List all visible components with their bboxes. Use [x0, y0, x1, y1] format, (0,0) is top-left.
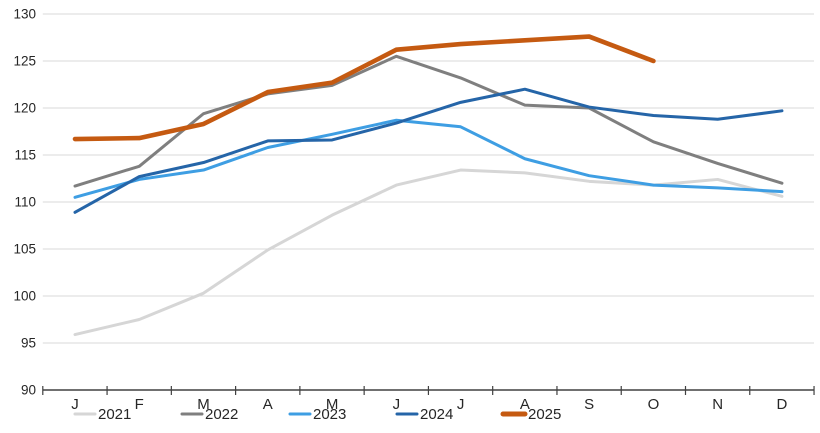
series-line-2023 — [73, 118, 784, 199]
legend-item-2025: 2025 — [500, 406, 561, 423]
x-axis-label-A-3: A — [263, 396, 273, 413]
x-axis-label-J-6: J — [457, 396, 465, 413]
x-axis-label-J-5: J — [393, 396, 401, 413]
legend-item-2023: 2023 — [288, 406, 346, 423]
y-axis-label-115: 115 — [14, 148, 36, 163]
y-axis-label-100: 100 — [13, 289, 36, 304]
y-axis-labels-group: 90 95 100 105 110 115 120 125 130 — [13, 7, 36, 398]
legend-label-2021: 2021 — [98, 406, 131, 423]
gridlines-group — [42, 13, 814, 344]
legend-label-2022: 2022 — [205, 406, 238, 423]
x-axis-label-M-4: M — [326, 396, 339, 413]
y-axis-label-130: 130 — [13, 7, 36, 22]
legend-label-2025: 2025 — [528, 406, 561, 423]
x-axis-label-O-9: O — [648, 396, 660, 413]
legend-label-2024: 2024 — [420, 406, 453, 423]
x-axis-label-M-2: M — [197, 396, 210, 413]
series-lines-group — [72, 34, 784, 337]
series-line-2024 — [73, 87, 784, 214]
series-line-2021 — [73, 168, 784, 337]
y-axis-label-95: 95 — [21, 336, 36, 351]
series-line-2022 — [73, 54, 784, 188]
y-axis-label-125: 125 — [13, 54, 36, 69]
x-axis-label-J-0: J — [71, 396, 79, 413]
legend-item-2022: 2022 — [180, 406, 238, 423]
y-axis-label-105: 105 — [13, 242, 36, 257]
series-line-2025 — [72, 34, 656, 142]
legend-group: 2021 2022 2023 2024 2025 — [73, 406, 561, 423]
x-axis-label-N-10: N — [712, 396, 723, 413]
x-axis-label-S-8: S — [584, 396, 594, 413]
x-axis-label-F-1: F — [135, 396, 144, 413]
legend-item-2024: 2024 — [395, 406, 453, 423]
y-axis-label-120: 120 — [13, 101, 36, 116]
x-axis-label-A-7: A — [520, 396, 530, 413]
legend-item-2021: 2021 — [73, 406, 131, 423]
y-axis-label-110: 110 — [14, 195, 36, 210]
y-axis-label-90: 90 — [21, 383, 36, 398]
legend-label-2023: 2023 — [313, 406, 346, 423]
x-axis-label-D-11: D — [777, 396, 788, 413]
